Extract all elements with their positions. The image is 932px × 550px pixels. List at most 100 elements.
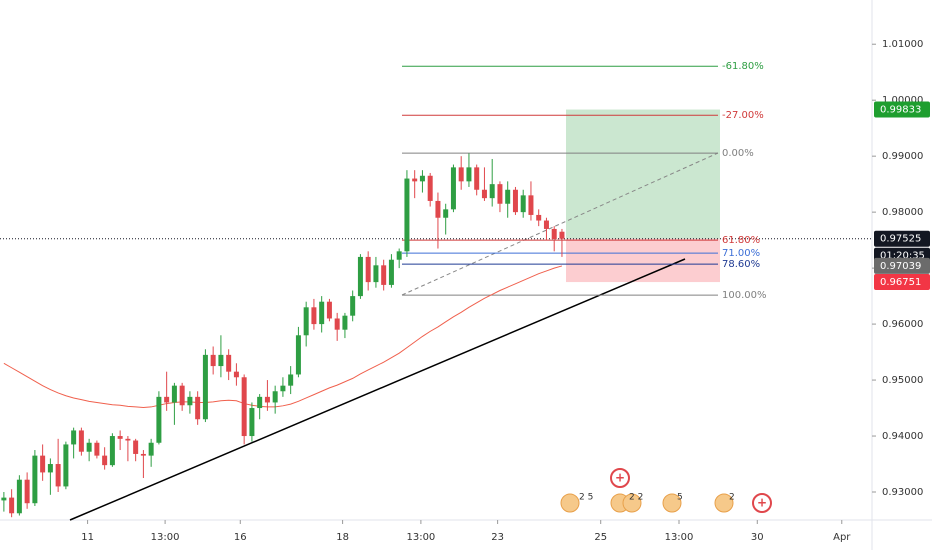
candle-body <box>435 200 441 218</box>
candle-body <box>24 479 30 504</box>
candle-body <box>295 335 301 375</box>
fib-label: 61.80% <box>722 235 760 246</box>
candle-body <box>373 265 379 283</box>
event-label: 5 <box>677 493 683 503</box>
y-tick-label: 0.98000 <box>882 207 923 218</box>
candle-body <box>303 307 309 336</box>
y-tick-label: 0.93000 <box>882 487 923 498</box>
fib-trend <box>401 152 719 296</box>
x-tick-label: 13:00 <box>406 532 435 543</box>
candle-body <box>365 256 371 283</box>
x-tick-label: 13:00 <box>151 532 180 543</box>
candle-body <box>109 436 115 466</box>
candle-body <box>288 374 294 386</box>
candle-body <box>458 167 464 182</box>
loss-zone <box>566 238 720 283</box>
event-icon <box>752 493 772 513</box>
candle-body <box>450 167 456 210</box>
fib-label: 78.60% <box>722 259 760 270</box>
price-tag-label: 0.97039 <box>880 261 921 272</box>
candle-body <box>218 354 224 367</box>
candle-body <box>1 497 7 501</box>
candle-body <box>140 453 146 456</box>
candle-body <box>474 167 480 190</box>
event-icon <box>662 493 682 513</box>
candle-body <box>125 438 131 441</box>
candle-body <box>210 354 216 367</box>
y-tick-label: 0.99000 <box>882 151 923 162</box>
event-icon <box>610 468 630 488</box>
price-tag <box>874 101 930 118</box>
candle-body <box>528 195 534 215</box>
candle-body <box>319 301 325 325</box>
candle-body <box>536 214 542 221</box>
position-tool <box>566 109 720 283</box>
fib-label: -27.00% <box>722 110 764 121</box>
x-tick-label: 23 <box>491 532 504 543</box>
y-tick-label: 0.96000 <box>882 319 923 330</box>
candle-body <box>419 175 425 182</box>
candle-body <box>559 231 565 239</box>
fib-label: 0.00% <box>722 148 754 159</box>
x-tick-label: 25 <box>594 532 607 543</box>
candle-body <box>512 189 518 213</box>
y-tick-label: 0.95000 <box>882 375 923 386</box>
candle-body <box>16 479 22 514</box>
candle-body <box>202 354 208 420</box>
price-tag-label: 0.96751 <box>880 277 921 288</box>
candle-body <box>272 391 278 403</box>
y-tick-label: 0.94000 <box>882 431 923 442</box>
candle-body <box>280 385 286 392</box>
x-tick-label: 11 <box>81 532 94 543</box>
candle-body <box>404 178 410 252</box>
price-tag <box>874 274 930 291</box>
event-icon <box>714 493 734 513</box>
candle-body <box>381 265 387 285</box>
candle-body <box>357 256 363 297</box>
event-label: 2 <box>729 493 735 503</box>
moving-average <box>3 265 563 408</box>
candle-body <box>164 396 170 403</box>
price-tag-label: 0.97525 <box>880 234 921 245</box>
candle-body <box>9 497 15 514</box>
candle-body <box>342 315 348 330</box>
candle-body <box>94 442 100 456</box>
candle-body <box>195 396 201 420</box>
price-tag-label: 0.99833 <box>880 105 921 116</box>
candle-body <box>505 189 511 204</box>
candle-body <box>78 430 84 452</box>
candle-body <box>497 184 503 204</box>
y-tick-label: 1.01000 <box>882 39 923 50</box>
candle-body <box>102 455 108 466</box>
event-label: 2 2 <box>629 493 643 503</box>
candle-body <box>40 455 46 473</box>
candle-body <box>543 220 549 229</box>
candle-body <box>133 440 139 454</box>
trend-line <box>69 258 686 521</box>
candle-body <box>187 396 193 406</box>
countdown: 01:20:35 <box>880 251 925 262</box>
x-tick-label: 16 <box>234 532 247 543</box>
fib-label: 100.00% <box>722 290 767 301</box>
candle-body <box>551 228 557 240</box>
candle-body <box>47 464 53 473</box>
candle-body <box>241 377 247 437</box>
candle-body <box>63 444 69 487</box>
candle-body <box>489 184 495 199</box>
x-tick-label: 13:00 <box>665 532 694 543</box>
event-icon-cross: + <box>615 471 625 485</box>
x-tick-label: Apr <box>833 532 851 543</box>
x-tick-label: 30 <box>751 532 764 543</box>
candle-body <box>156 396 162 443</box>
fib-label: 71.00% <box>722 248 760 259</box>
candle-body <box>86 442 92 452</box>
candle-body <box>466 167 472 182</box>
event-icon <box>560 493 580 513</box>
candle-body <box>388 259 394 285</box>
candle-body <box>71 430 77 445</box>
candle-body <box>311 307 317 325</box>
candle-body <box>249 408 255 437</box>
x-tick-label: 18 <box>336 532 349 543</box>
candle-body <box>264 396 270 403</box>
